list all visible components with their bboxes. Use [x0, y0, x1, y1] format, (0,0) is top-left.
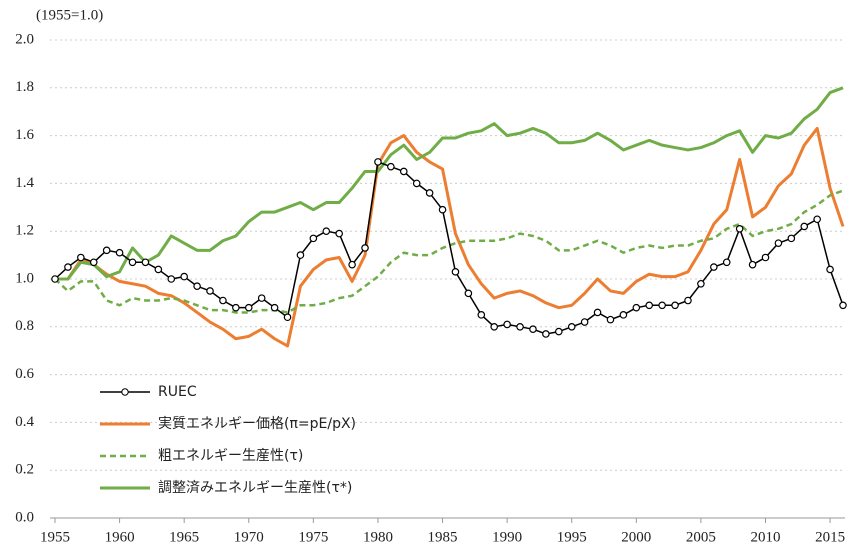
- series-point: [296, 251, 305, 259]
- series-point: [503, 320, 511, 329]
- y-tick-label: 1.2: [15, 223, 34, 239]
- y-tick-label: 0.2: [15, 462, 34, 478]
- x-tick-label: 2005: [686, 529, 716, 545]
- series-point: [115, 248, 124, 257]
- series-point: [710, 263, 718, 271]
- x-tick-label: 1985: [428, 529, 458, 545]
- x-tick-label: 1975: [298, 529, 328, 545]
- series-point: [580, 318, 589, 326]
- series-point: [257, 294, 266, 302]
- series-point: [412, 179, 421, 188]
- series-point: [348, 260, 356, 269]
- series-point: [167, 275, 176, 283]
- series-point: [697, 279, 705, 288]
- series-point: [374, 158, 382, 166]
- y-tick-label: 0.4: [15, 414, 34, 430]
- series-point: [154, 265, 163, 274]
- series-point: [270, 303, 279, 312]
- x-tick-label: 1990: [492, 529, 522, 545]
- series-point: [722, 258, 731, 267]
- y-tick-label: 0.0: [15, 509, 34, 525]
- y-tick-label: 1.8: [15, 79, 34, 95]
- series-point: [335, 229, 343, 238]
- y-tick-label: 1.4: [15, 175, 34, 191]
- series-point: [542, 330, 550, 338]
- series-point: [77, 253, 85, 262]
- y-tick-label: 1.0: [15, 270, 34, 286]
- series-point: [490, 322, 499, 331]
- series-line: [55, 126, 845, 348]
- x-tick-label: 1960: [105, 529, 135, 545]
- x-tick-label: 2010: [750, 529, 780, 545]
- series-point: [89, 258, 98, 267]
- series-point: [684, 296, 692, 305]
- series-point: [645, 301, 654, 310]
- legend-label: 粗エネルギー生産性(τ): [158, 448, 303, 464]
- series-point: [516, 322, 524, 331]
- series-point: [567, 322, 576, 331]
- series-point: [632, 303, 641, 312]
- series-point: [477, 311, 486, 319]
- series-point: [787, 234, 796, 243]
- y-tick-label: 0.6: [15, 366, 34, 382]
- x-tick-label: 2000: [621, 529, 651, 545]
- series-point: [748, 260, 757, 269]
- series-point: [180, 272, 188, 281]
- series-point: [51, 275, 59, 283]
- series-point: [813, 215, 821, 224]
- series-point: [658, 301, 666, 310]
- series-point: [826, 265, 834, 274]
- series-point: [64, 263, 72, 271]
- series-point: [606, 315, 615, 324]
- y-tick-label: 2.0: [15, 31, 34, 47]
- series-point: [102, 246, 111, 255]
- x-tick-label: 1980: [363, 529, 393, 545]
- series-point: [451, 268, 460, 276]
- series-line: [54, 189, 844, 314]
- series-point: [800, 222, 809, 231]
- x-tick-label: 1970: [234, 529, 264, 545]
- x-tick-label: 2015: [815, 529, 845, 545]
- y-axis-label: (1955=1.0): [36, 7, 103, 23]
- series-line: [54, 161, 844, 335]
- series-point: [464, 289, 473, 298]
- series-point: [619, 311, 628, 319]
- series-point: [671, 301, 679, 310]
- series-point: [232, 303, 240, 312]
- series-point: [593, 308, 602, 317]
- y-tick-label: 0.8: [15, 318, 34, 334]
- series-point: [128, 258, 137, 267]
- y-tick-label: 1.6: [15, 127, 34, 143]
- series-point: [244, 303, 253, 312]
- series-point: [399, 167, 408, 176]
- x-tick-label: 1995: [557, 529, 587, 545]
- series-point: [761, 253, 770, 262]
- legend-marker: [121, 388, 129, 396]
- legend-label: 調整済みエネルギー生産性(τ*): [158, 480, 352, 496]
- series-point: [438, 205, 447, 214]
- series-point: [425, 189, 434, 197]
- series-point: [309, 234, 318, 243]
- legend-label: 実質エネルギー価格(π=pE/pX): [158, 416, 356, 432]
- x-tick-label: 1965: [169, 529, 199, 545]
- series-point: [206, 287, 214, 295]
- series-point: [141, 258, 150, 267]
- legend-label: RUEC: [158, 384, 197, 400]
- series-point: [322, 227, 331, 236]
- series-point: [361, 244, 369, 252]
- series-point: [839, 301, 847, 310]
- series-point: [193, 282, 201, 290]
- series-point: [529, 325, 537, 333]
- series-point: [774, 239, 783, 247]
- series-point: [555, 327, 563, 336]
- series-point: [283, 313, 292, 322]
- series-line: [55, 86, 844, 281]
- x-tick-label: 1955: [40, 529, 70, 545]
- series-point: [219, 296, 227, 305]
- series-point: [735, 225, 744, 233]
- series-point: [387, 162, 395, 171]
